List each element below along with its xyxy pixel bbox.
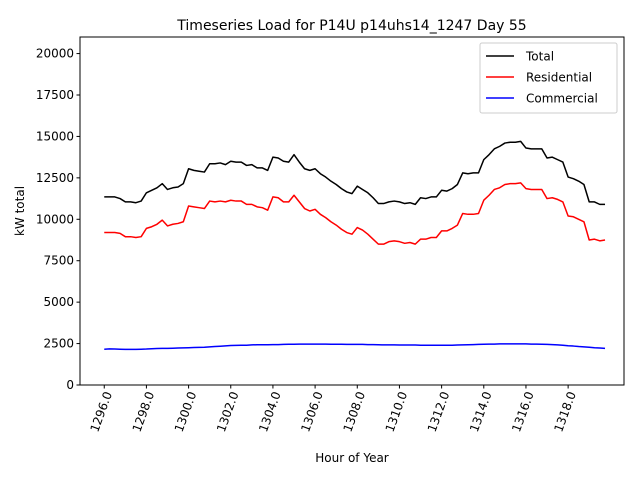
- y-tick-label: 17500: [36, 88, 74, 102]
- legend-label-commercial: Commercial: [526, 92, 598, 106]
- y-tick-label: 2500: [43, 337, 74, 351]
- y-axis-label: kW total: [13, 186, 27, 236]
- plot-frame: [79, 36, 625, 386]
- y-tick-label: 0: [66, 378, 74, 392]
- legend: Total Residential Commercial: [479, 42, 618, 114]
- series-line-commercial: [104, 343, 606, 351]
- y-axis-ticks: 0 2500 5000 7500 10000 12500 15000 17500 20000: [36, 47, 80, 392]
- y-tick-label: 7500: [43, 254, 74, 268]
- series-line-total: [104, 140, 606, 206]
- chart-title: Timeseries Load for P14U p14uhs14_1247 D…: [176, 18, 526, 34]
- y-tick-label: 10000: [36, 212, 74, 226]
- x-axis-label: Hour of Year: [315, 451, 389, 465]
- y-tick-label: 20000: [36, 47, 74, 61]
- series-lines: [104, 140, 606, 351]
- legend-label-total: Total: [525, 50, 554, 64]
- legend-label-residential: Residential: [526, 71, 592, 85]
- y-tick-label: 12500: [36, 171, 74, 185]
- y-tick-label: 5000: [43, 295, 74, 309]
- legend-box: [479, 42, 618, 114]
- series-line-residential: [104, 182, 606, 245]
- y-tick-label: 15000: [36, 129, 74, 143]
